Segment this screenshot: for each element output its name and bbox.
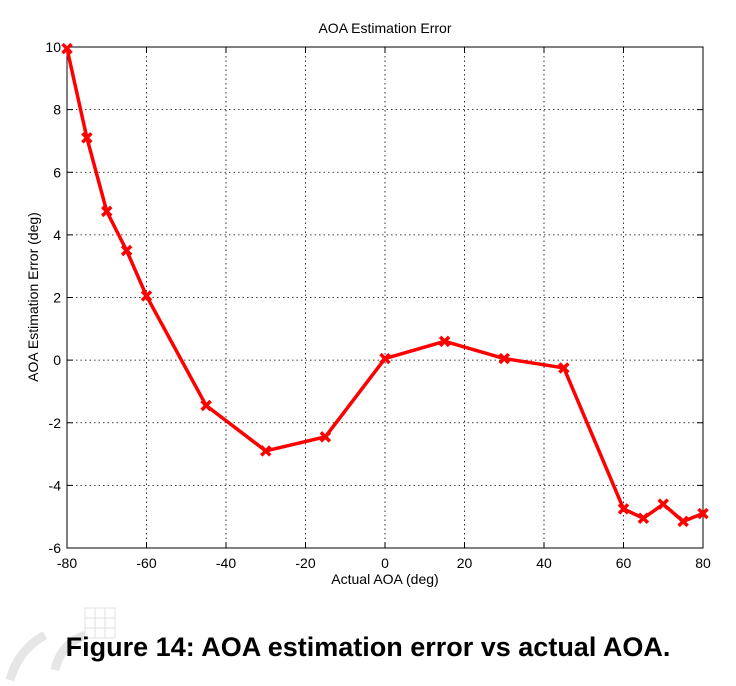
data-point-marker bbox=[438, 335, 451, 348]
y-tick-label: 10 bbox=[45, 39, 61, 55]
x-tick-label: -40 bbox=[216, 555, 236, 571]
y-tick-label: 0 bbox=[53, 352, 61, 368]
x-tick-label: 20 bbox=[457, 555, 473, 571]
data-point-marker bbox=[101, 205, 113, 218]
data-point-marker bbox=[81, 132, 93, 144]
x-tick-label: -20 bbox=[295, 555, 315, 571]
chart: AOA Estimation Error -80 -60 -40 -20 0 20 40 60… bbox=[25, 20, 711, 587]
x-tick-label: 60 bbox=[616, 555, 632, 571]
x-tick-label: -60 bbox=[136, 555, 156, 571]
y-tick-label: 2 bbox=[53, 290, 61, 306]
data-point-marker bbox=[379, 352, 391, 365]
y-tick-label: 8 bbox=[53, 102, 61, 118]
y-axis-label: AOA Estimation Error (deg) bbox=[25, 212, 41, 382]
data-point-marker bbox=[637, 512, 650, 524]
y-tick-label: -6 bbox=[49, 540, 62, 556]
x-tick-label: 80 bbox=[695, 555, 711, 571]
x-axis-label: Actual AOA (deg) bbox=[331, 571, 438, 587]
chart-title: AOA Estimation Error bbox=[318, 20, 451, 36]
data-point-marker bbox=[657, 498, 669, 510]
y-tick-label: -4 bbox=[49, 477, 62, 493]
data-point-marker bbox=[677, 515, 689, 528]
data-point-marker bbox=[558, 362, 570, 374]
data-point-marker bbox=[120, 244, 133, 257]
data-point-marker bbox=[617, 503, 630, 515]
data-point-marker bbox=[61, 42, 73, 55]
data-point-marker bbox=[498, 352, 510, 365]
data-point-marker bbox=[319, 431, 332, 443]
data-point-marker bbox=[260, 445, 272, 457]
data-point-marker bbox=[697, 507, 709, 520]
x-tick-label: 0 bbox=[381, 555, 389, 571]
y-tick-label: 4 bbox=[53, 227, 61, 243]
data-point-marker bbox=[140, 290, 153, 302]
y-tick-label: 6 bbox=[53, 164, 61, 180]
x-tick-label: -80 bbox=[57, 555, 77, 571]
watermark-logo bbox=[5, 607, 116, 682]
x-tick-label: 40 bbox=[536, 555, 552, 571]
figure-caption: Figure 14: AOA estimation error vs actua… bbox=[65, 632, 671, 662]
series-layer bbox=[61, 42, 709, 528]
y-tick-label: -2 bbox=[49, 415, 62, 431]
data-point-marker bbox=[200, 399, 212, 412]
